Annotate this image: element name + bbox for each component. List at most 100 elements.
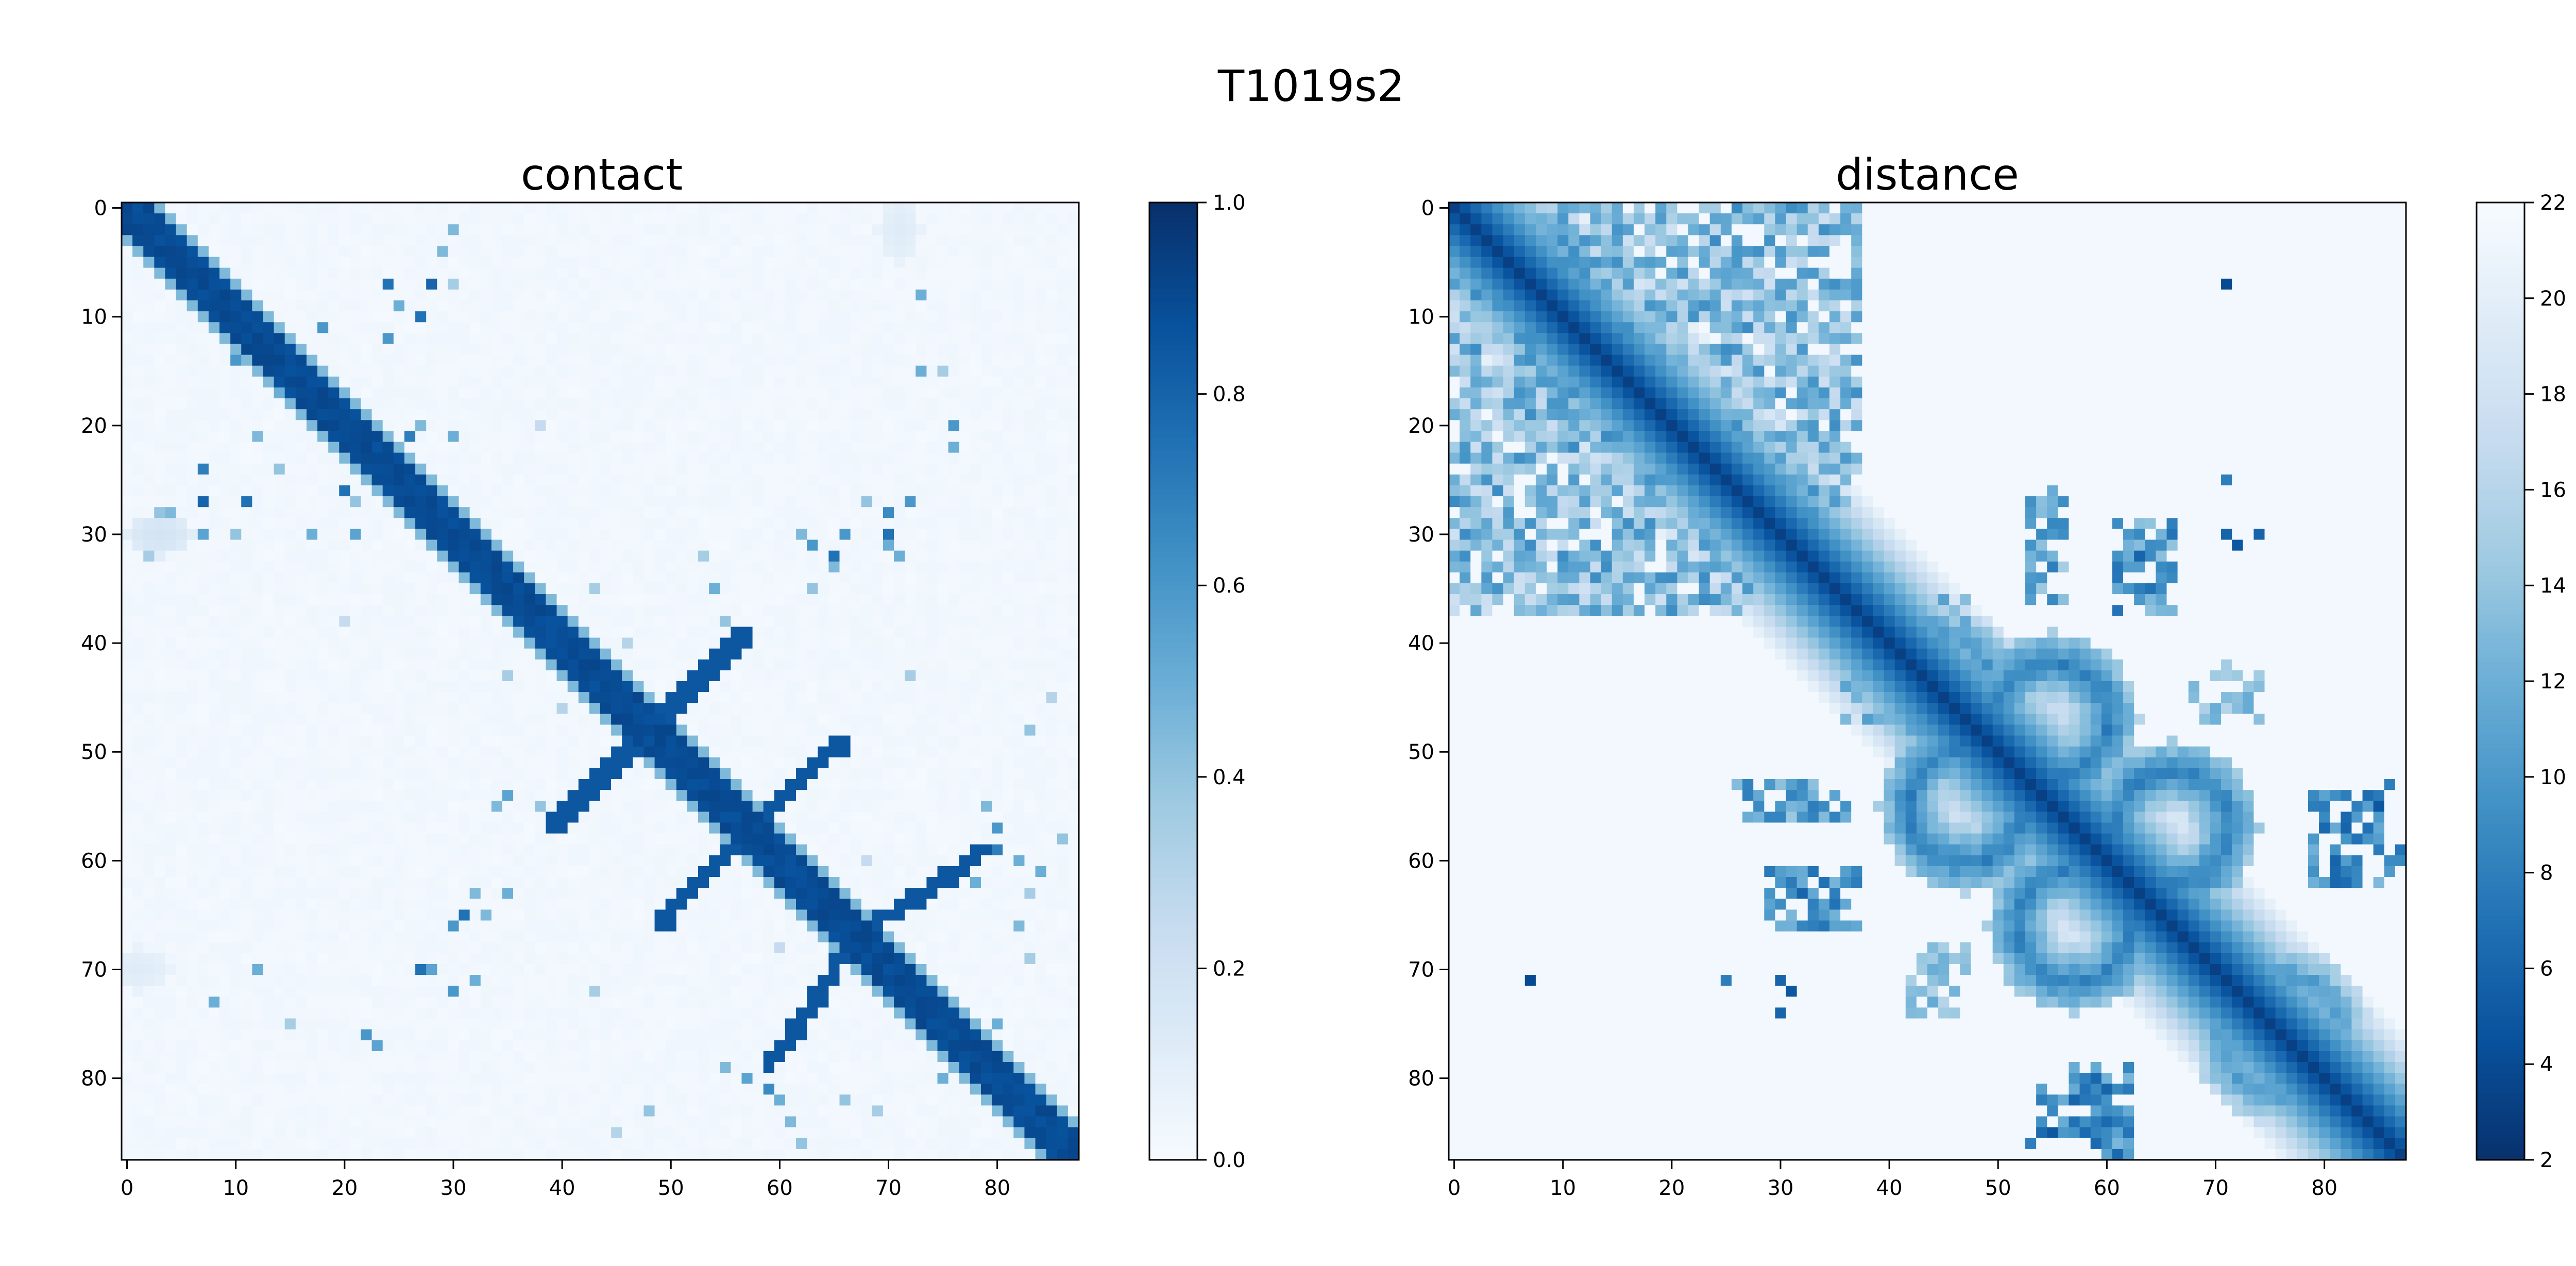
heatmap-cell	[176, 572, 188, 584]
heatmap-cell	[491, 257, 503, 268]
heatmap-cell	[905, 518, 916, 530]
heatmap-cell	[274, 627, 285, 638]
heatmap-cell	[230, 474, 242, 486]
heatmap-cell	[1024, 790, 1036, 801]
heatmap-cell	[818, 724, 829, 736]
heatmap-cell	[1067, 344, 1079, 356]
heatmap-cell	[143, 300, 155, 312]
heatmap-cell	[970, 616, 981, 628]
heatmap-cell	[676, 344, 688, 356]
heatmap-cell	[284, 257, 296, 268]
heatmap-cell	[839, 550, 851, 562]
heatmap-cell	[535, 202, 547, 214]
heatmap-cell	[894, 267, 905, 279]
heatmap-cell	[274, 801, 285, 812]
heatmap-cell	[371, 420, 383, 431]
heatmap-cell	[154, 267, 166, 279]
heatmap-cell	[752, 735, 764, 747]
heatmap-cell	[350, 507, 362, 518]
heatmap-cell	[154, 278, 166, 290]
heatmap-cell	[393, 724, 405, 736]
heatmap-cell	[361, 507, 372, 518]
heatmap-cell	[1035, 431, 1047, 443]
heatmap-cell	[491, 507, 503, 518]
heatmap-cell	[633, 344, 645, 356]
heatmap-cell	[828, 387, 840, 399]
heatmap-cell	[241, 420, 252, 431]
heatmap-cell	[176, 300, 188, 312]
heatmap-cell	[741, 714, 753, 725]
heatmap-cell	[317, 518, 329, 530]
heatmap-cell	[219, 670, 231, 682]
heatmap-cell	[339, 812, 350, 823]
heatmap-cell	[916, 605, 927, 616]
heatmap-cell	[959, 561, 971, 573]
heatmap-cell	[916, 300, 927, 312]
heatmap-cell	[665, 714, 677, 725]
heatmap-cell	[1013, 779, 1025, 790]
heatmap-cell	[622, 496, 633, 508]
heatmap-cell	[622, 790, 633, 801]
heatmap-cell	[535, 659, 547, 671]
heatmap-cell	[197, 300, 209, 312]
heatmap-cell	[698, 289, 709, 301]
heatmap-cell	[818, 496, 829, 508]
heatmap-cell	[208, 442, 220, 453]
heatmap-cell	[284, 376, 296, 388]
heatmap-cell	[241, 398, 252, 410]
heatmap-cell	[263, 594, 275, 605]
heatmap-cell	[132, 278, 144, 290]
heatmap-cell	[502, 355, 514, 366]
heatmap-cell	[219, 659, 231, 671]
heatmap-cell	[176, 409, 188, 420]
heatmap-cell	[883, 496, 894, 508]
heatmap-cell	[556, 583, 568, 595]
heatmap-cell	[284, 344, 296, 356]
heatmap-cell	[676, 409, 688, 420]
heatmap-cell	[567, 267, 579, 279]
heatmap-cell	[916, 289, 927, 301]
heatmap-cell	[1024, 746, 1036, 758]
heatmap-cell	[622, 812, 633, 823]
heatmap-cell	[415, 572, 427, 584]
heatmap-cell	[643, 529, 655, 541]
heatmap-cell	[807, 289, 818, 301]
heatmap-cell	[894, 246, 905, 258]
heatmap-cell	[317, 398, 329, 410]
heatmap-cell	[154, 692, 166, 703]
heatmap-cell	[622, 627, 633, 638]
heatmap-cell	[567, 355, 579, 366]
heatmap-cell	[763, 409, 775, 420]
heatmap-cell	[143, 561, 155, 573]
heatmap-cell	[992, 355, 1003, 366]
heatmap-cell	[448, 659, 460, 671]
heatmap-cell	[241, 365, 252, 377]
heatmap-cell	[469, 627, 481, 638]
heatmap-cell	[622, 311, 633, 323]
heatmap-cell	[197, 355, 209, 366]
heatmap-cell	[546, 333, 557, 345]
heatmap-cell	[828, 539, 840, 551]
heatmap-cell	[350, 246, 362, 258]
heatmap-cell	[230, 724, 242, 736]
heatmap-cell	[741, 594, 753, 605]
heatmap-cell	[1013, 539, 1025, 551]
heatmap-cell	[252, 572, 264, 584]
heatmap-cell	[763, 267, 775, 279]
heatmap-cell	[970, 267, 981, 279]
heatmap-cell	[698, 594, 709, 605]
heatmap-cell	[556, 790, 568, 801]
heatmap-cell	[524, 801, 535, 812]
heatmap-cell	[524, 365, 535, 377]
heatmap-cell	[513, 213, 524, 225]
heatmap-cell	[774, 387, 786, 399]
heatmap-cell	[611, 637, 622, 649]
heatmap-cell	[459, 714, 470, 725]
heatmap-cell	[556, 616, 568, 628]
heatmap-cell	[219, 637, 231, 649]
heatmap-cell	[1035, 333, 1047, 345]
heatmap-cell	[491, 485, 503, 497]
heatmap-cell	[894, 398, 905, 410]
heatmap-cell	[1035, 529, 1047, 541]
heatmap-cell	[480, 376, 492, 388]
